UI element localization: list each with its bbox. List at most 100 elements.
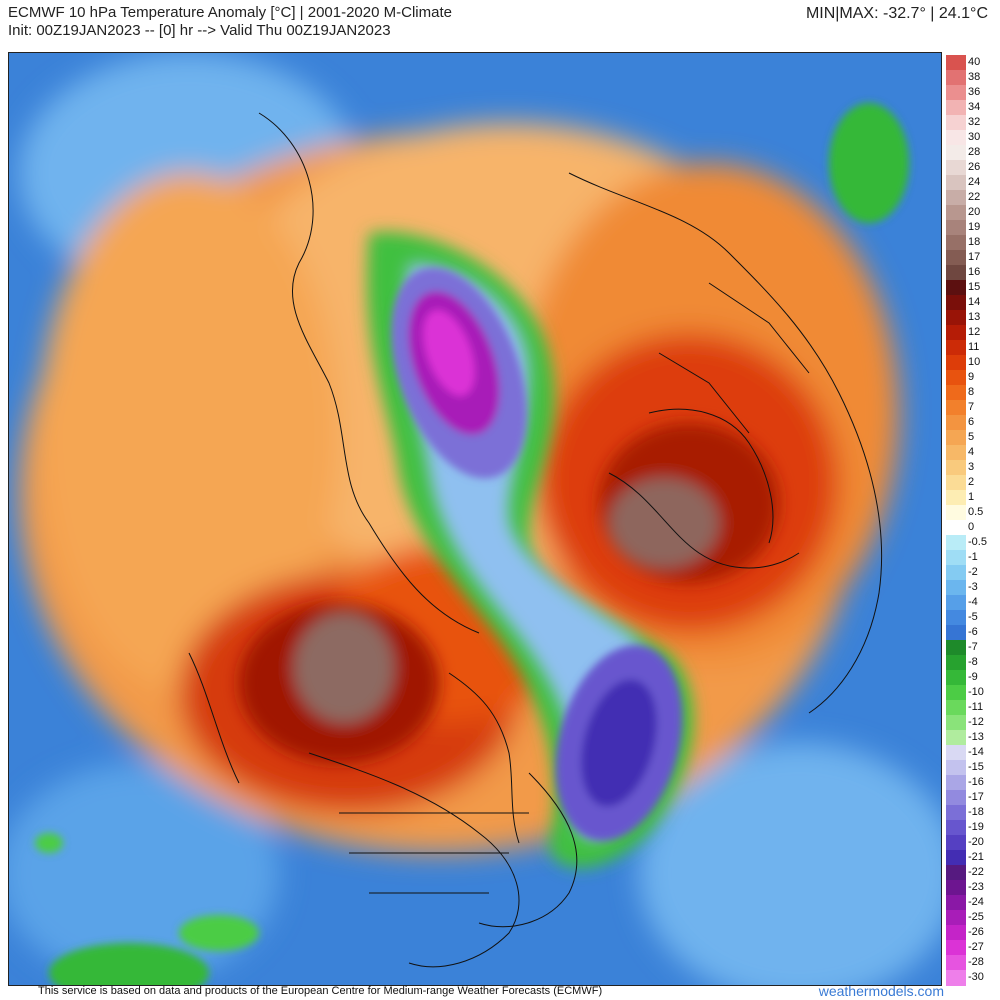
color-scale-swatch (946, 235, 966, 251)
color-scale-swatch (946, 805, 966, 821)
brand-link[interactable]: weathermodels.com (818, 983, 944, 999)
color-scale-swatch (946, 940, 966, 956)
color-scale-label: 36 (968, 86, 981, 98)
color-scale-swatch (946, 745, 966, 761)
polar-map (8, 52, 942, 986)
color-scale-label: 15 (968, 281, 981, 293)
color-scale-swatch (946, 190, 966, 206)
color-scale-swatch (946, 460, 966, 476)
color-scale-label: -18 (968, 806, 984, 818)
color-scale-label: 28 (968, 146, 981, 158)
color-scale-label: 20 (968, 206, 981, 218)
color-scale-swatch (946, 970, 966, 986)
color-scale-label: -0.5 (968, 536, 987, 548)
color-scale-label: -13 (968, 731, 984, 743)
color-scale-bar (946, 55, 966, 986)
color-scale-swatch (946, 85, 966, 101)
color-scale-label: 3 (968, 461, 975, 473)
color-scale-swatch (946, 385, 966, 401)
color-scale-label: -26 (968, 926, 984, 938)
color-scale-swatch (946, 775, 966, 791)
color-scale-swatch (946, 865, 966, 881)
color-scale-label: 7 (968, 401, 975, 413)
color-scale-swatch (946, 835, 966, 851)
color-scale-label: -10 (968, 686, 984, 698)
color-scale-label: 11 (968, 341, 980, 353)
color-scale-label: 38 (968, 71, 981, 83)
color-scale-swatch (946, 760, 966, 776)
color-scale-swatch (946, 655, 966, 671)
color-scale-label: 13 (968, 311, 981, 323)
color-scale-labels: 40 38 36 34 32 30 28 26 24 22 20 19 18 17 16 15 14 13 12 11… (968, 55, 1000, 985)
color-scale-label: 6 (968, 416, 975, 428)
map-title: ECMWF 10 hPa Temperature Anomaly [°C] | … (8, 4, 452, 21)
color-scale-label: 4 (968, 446, 975, 458)
color-scale-swatch (946, 430, 966, 446)
color-scale-swatch (946, 100, 966, 116)
color-scale-label: -4 (968, 596, 978, 608)
color-scale-label: 8 (968, 386, 975, 398)
color-scale-swatch (946, 505, 966, 521)
color-scale-swatch (946, 175, 966, 191)
color-scale-label: -28 (968, 956, 984, 968)
color-scale-label: -1 (968, 551, 978, 563)
color-scale-swatch (946, 550, 966, 566)
color-scale-swatch (946, 160, 966, 176)
color-scale-swatch (946, 520, 966, 536)
coastlines (188, 112, 883, 968)
color-scale-label: 19 (968, 221, 981, 233)
color-scale-swatch (946, 280, 966, 296)
color-scale-label: 0.5 (968, 506, 984, 518)
color-scale-swatch (946, 565, 966, 581)
color-scale-swatch (946, 535, 966, 551)
color-scale-swatch (946, 310, 966, 326)
color-scale-label: 17 (968, 251, 981, 263)
color-scale-swatch (946, 370, 966, 386)
color-scale-label: 1 (968, 491, 975, 503)
color-scale-swatch (946, 145, 966, 161)
color-scale-label: 18 (968, 236, 981, 248)
color-scale-swatch (946, 265, 966, 281)
init-valid-line: Init: 00Z19JAN2023 -- [0] hr --> Valid T… (8, 22, 391, 39)
color-scale-label: 22 (968, 191, 981, 203)
color-scale-label: -16 (968, 776, 984, 788)
color-scale-swatch (946, 250, 966, 266)
color-scale-label: 2 (968, 476, 975, 488)
color-scale-swatch (946, 685, 966, 701)
color-scale-label: -25 (968, 911, 984, 923)
color-scale-label: -21 (968, 851, 984, 863)
color-scale-swatch (946, 400, 966, 416)
color-scale-swatch (946, 220, 966, 236)
color-scale-swatch (946, 820, 966, 836)
color-scale-swatch (946, 595, 966, 611)
color-scale-label: -22 (968, 866, 984, 878)
color-scale-label: -12 (968, 716, 984, 728)
color-scale-label: 9 (968, 371, 975, 383)
color-scale-label: 16 (968, 266, 981, 278)
color-scale-swatch (946, 340, 966, 356)
color-scale-label: -5 (968, 611, 978, 623)
color-scale-swatch (946, 580, 966, 596)
color-scale-label: -19 (968, 821, 984, 833)
color-scale-label: 0 (968, 521, 975, 533)
color-scale-swatch (946, 415, 966, 431)
color-scale-swatch (946, 445, 966, 461)
color-scale-swatch (946, 955, 966, 971)
color-scale-label: 12 (968, 326, 981, 338)
color-scale-label: -15 (968, 761, 984, 773)
color-scale-swatch (946, 55, 966, 71)
color-scale-swatch (946, 115, 966, 131)
color-scale-swatch (946, 475, 966, 491)
color-scale-label: -7 (968, 641, 978, 653)
color-scale-swatch (946, 640, 966, 656)
color-scale-swatch (946, 325, 966, 341)
color-scale-label: -8 (968, 656, 978, 668)
color-scale-swatch (946, 715, 966, 731)
temperature-anomaly-map (9, 53, 941, 985)
color-scale-swatch (946, 910, 966, 926)
color-scale-swatch (946, 895, 966, 911)
color-scale-label: 30 (968, 131, 981, 143)
data-credit: This service is based on data and produc… (38, 985, 603, 997)
color-scale-label: 32 (968, 116, 981, 128)
color-scale-swatch (946, 625, 966, 641)
